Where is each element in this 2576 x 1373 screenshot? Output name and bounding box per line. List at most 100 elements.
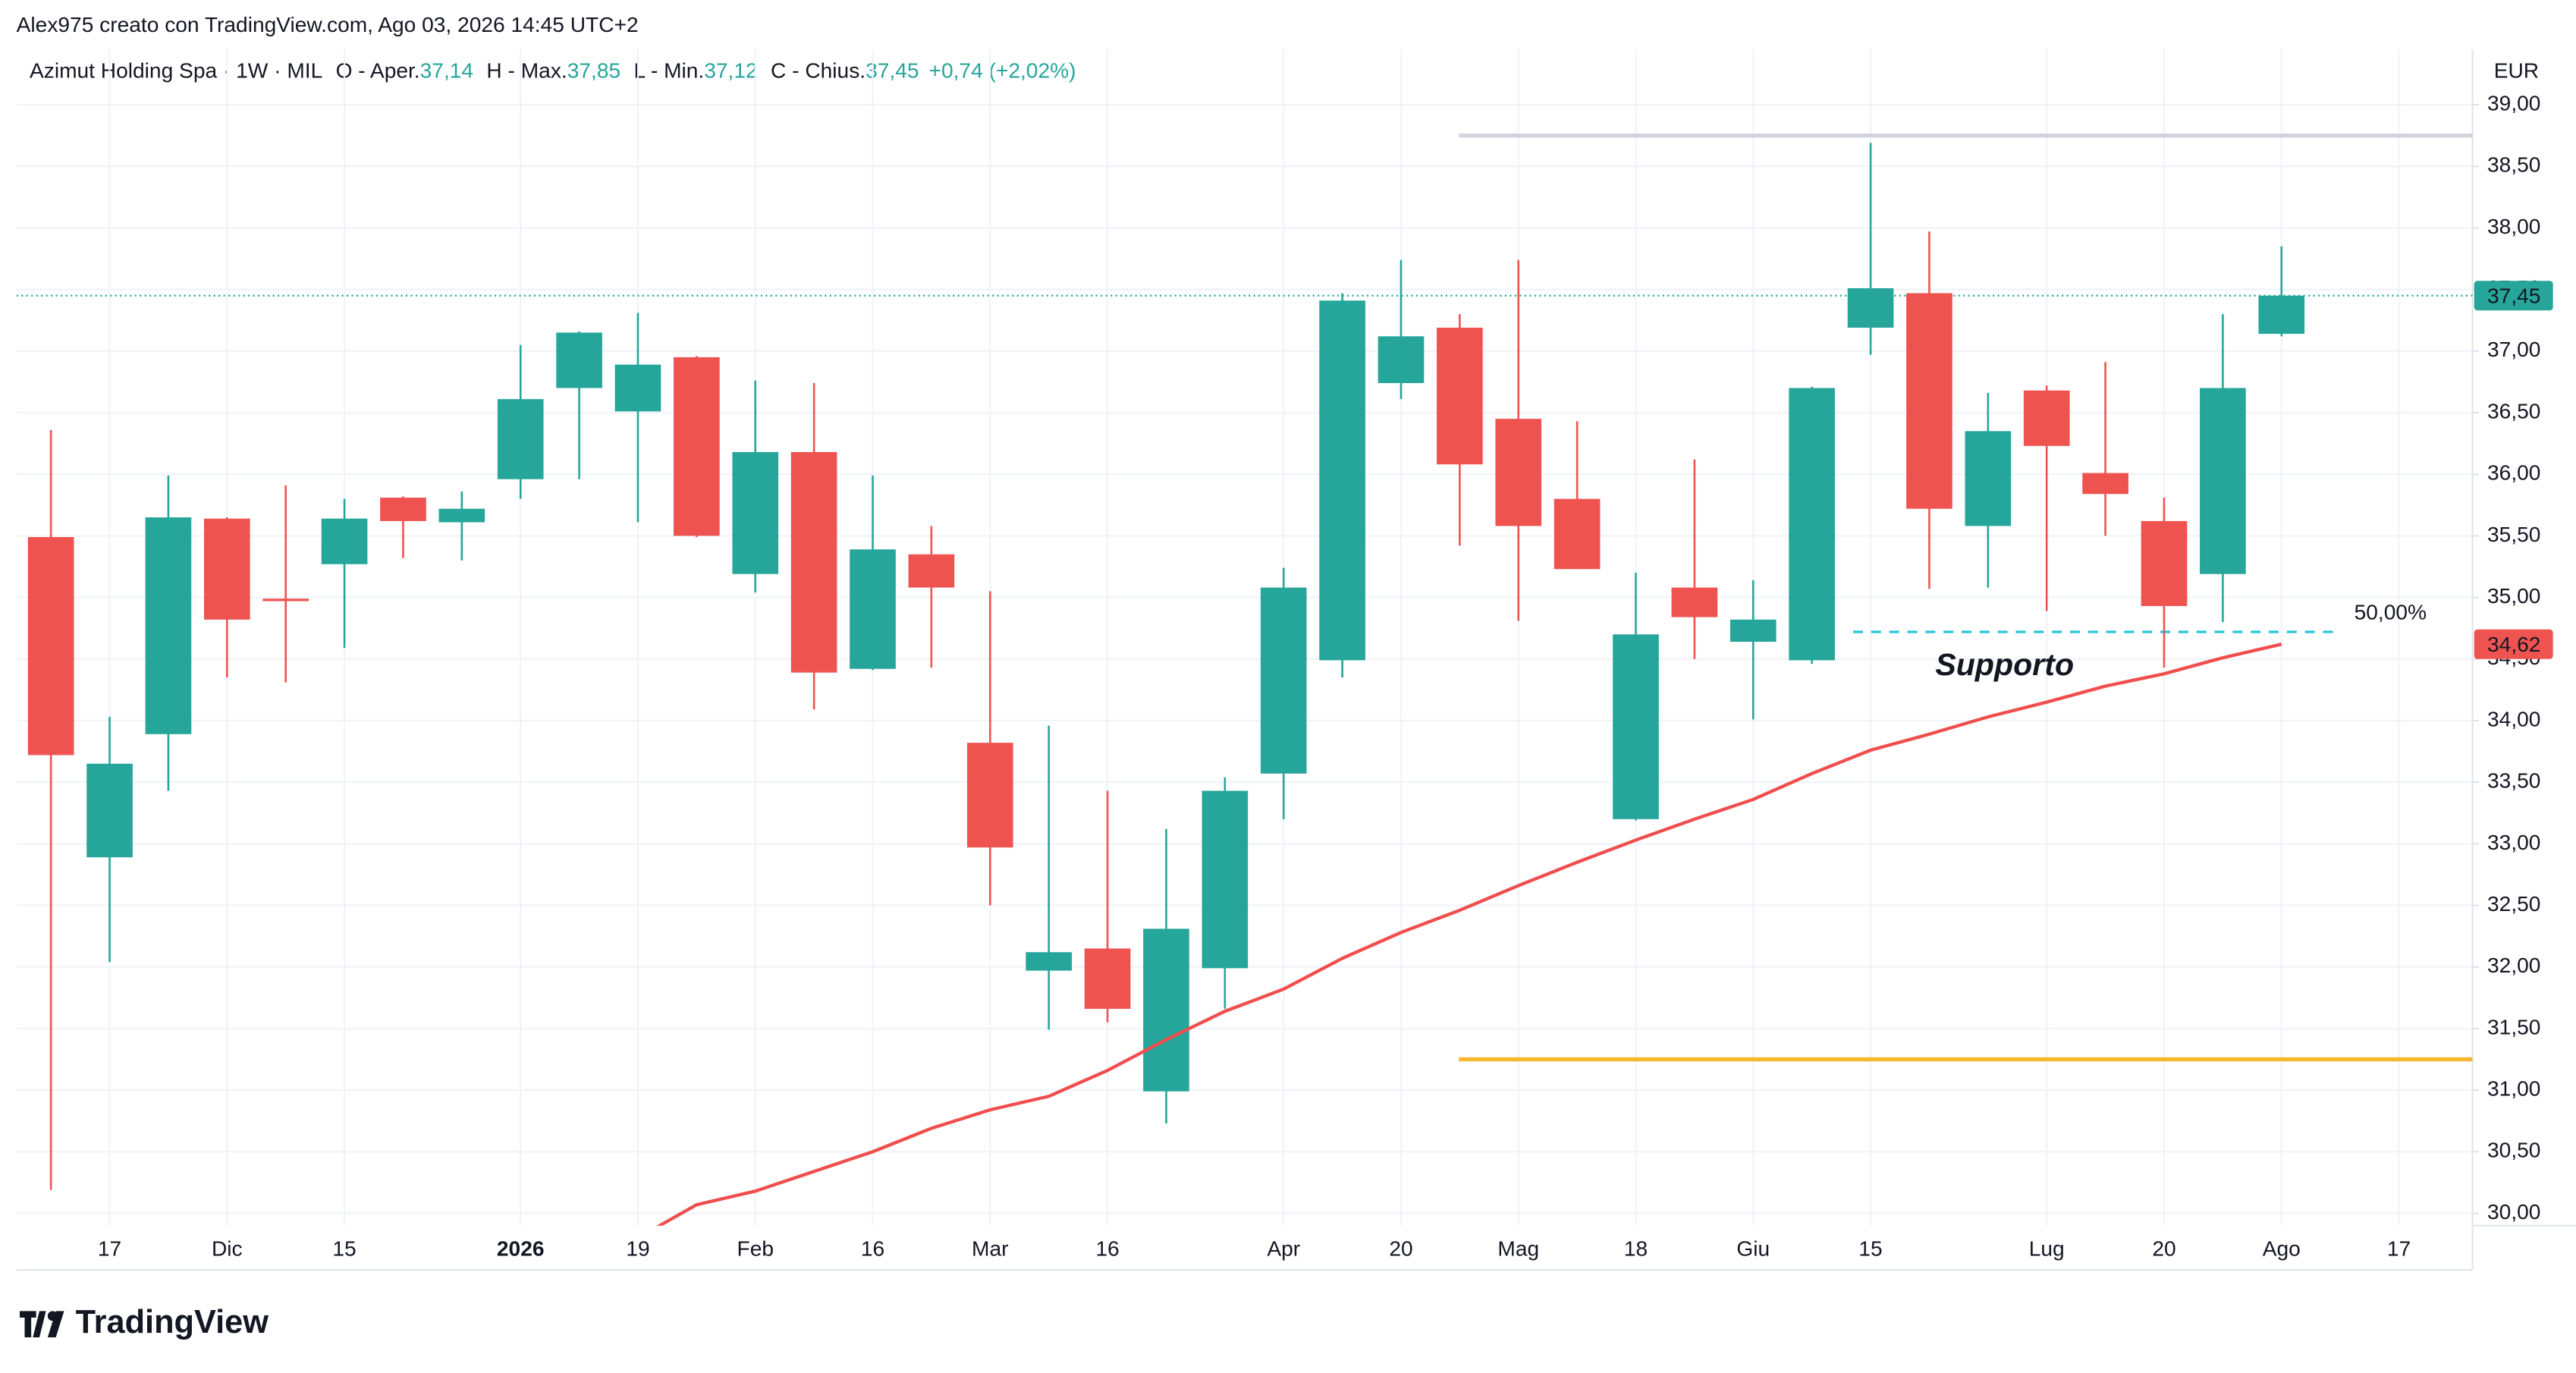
y-tick-label: 36,00 — [2487, 461, 2540, 485]
annotation: Supporto — [1935, 647, 2074, 682]
price-label: 37,45 — [2487, 284, 2540, 307]
x-tick-label: 18 — [1624, 1237, 1648, 1261]
candle-body — [2023, 390, 2070, 446]
x-tick-label: 16 — [1095, 1237, 1119, 1261]
price-label: 34,62 — [2487, 633, 2540, 656]
candle-body — [438, 508, 485, 523]
x-tick-label: Lug — [2029, 1237, 2065, 1261]
candle-body — [966, 743, 1013, 848]
x-tick-label: 20 — [1389, 1237, 1412, 1261]
grid — [16, 49, 2473, 1226]
candle-body — [1906, 293, 1952, 509]
y-tick-label: 33,00 — [2487, 831, 2540, 854]
candle-body — [790, 451, 837, 673]
x-tick-label: Feb — [737, 1237, 774, 1261]
currency: EUR — [2494, 59, 2539, 83]
candle-body — [2141, 520, 2188, 606]
candle-body — [27, 537, 74, 756]
candle-body — [1613, 634, 1659, 819]
fib-label: 50,00% — [2355, 601, 2427, 624]
candle-body — [321, 518, 368, 564]
x-tick-label: Dic — [212, 1237, 243, 1261]
legend: Azimut Holding Spa · 1W · MIL O - Aper.37… — [30, 59, 1076, 83]
price-label-bg — [2474, 281, 2553, 311]
legend-item-value: 37,12 — [704, 59, 757, 83]
x-tick-label: 17 — [2387, 1237, 2411, 1261]
candle-body — [1260, 587, 1307, 774]
candle-body — [1729, 619, 1776, 643]
candle-body — [614, 364, 661, 412]
x-tick-label: 15 — [1858, 1237, 1882, 1261]
x-tick-label: Ago — [2263, 1237, 2301, 1261]
x-tick-label: Apr — [1267, 1237, 1300, 1261]
logo: TradingView — [19, 1304, 269, 1340]
x-tick-label: 17 — [98, 1237, 121, 1261]
x-tick-label: 19 — [626, 1237, 649, 1261]
candle-body — [674, 357, 720, 536]
x-tick-label: 16 — [861, 1237, 884, 1261]
y-tick-label: 33,50 — [2487, 769, 2540, 793]
x-tick-label: Mag — [1497, 1237, 1539, 1261]
candle-body — [1847, 288, 1894, 328]
candle-body — [1437, 327, 1483, 465]
candle-body — [1143, 928, 1189, 1092]
y-tick-label: 39,00 — [2487, 91, 2540, 115]
plot: 50,00% Supporto — [16, 133, 2473, 1226]
y-tick-label: 38,00 — [2487, 215, 2540, 238]
y-tick-label: 32,00 — [2487, 954, 2540, 977]
legend-change: +0,74 (+2,02%) — [929, 59, 1076, 83]
legend-item-label: L - Min. — [633, 59, 704, 83]
price-label-bg — [2474, 629, 2553, 659]
candle-body — [1671, 587, 1718, 617]
candle-body — [1553, 498, 1601, 570]
x-tick-label: 20 — [2152, 1237, 2175, 1261]
x-tick-label: Mar — [972, 1237, 1008, 1261]
y-tick-label: 31,50 — [2487, 1015, 2540, 1038]
candle-body — [2200, 388, 2246, 574]
y-tick-label: 32,50 — [2487, 892, 2540, 916]
legend-item-label: O - Aper. — [336, 59, 420, 83]
legend-item-value: 37,45 — [865, 59, 919, 83]
legend-symbol: Azimut Holding Spa · 1W · MIL — [30, 59, 322, 83]
legend-item-value: 37,85 — [567, 59, 620, 83]
header: Alex975 creato con TradingView.com, Ago … — [17, 13, 639, 36]
logo-icon — [19, 1311, 46, 1337]
y-tick-label: 31,00 — [2487, 1077, 2540, 1101]
x-tick-label: 2026 — [497, 1237, 545, 1261]
candle-body — [145, 517, 192, 734]
axes: 30,00 30,50 31,00 31,50 32,00 32,50 33,00 33,50… — [98, 59, 2553, 1261]
y-tick-label: 30,00 — [2487, 1200, 2540, 1224]
y-tick-label: 30,50 — [2487, 1139, 2540, 1162]
legend-item-label: C - Chius. — [771, 59, 865, 83]
x-tick-label: 15 — [332, 1237, 356, 1261]
x-tick-label: Giu — [1736, 1237, 1770, 1261]
candle-body — [1319, 300, 1365, 661]
y-tick-label: 35,50 — [2487, 523, 2540, 546]
candle-body — [262, 599, 309, 602]
candle-body — [1084, 948, 1131, 1009]
candle-body — [1202, 790, 1249, 969]
y-tick-label: 37,00 — [2487, 338, 2540, 361]
candle-body — [2258, 295, 2305, 335]
candle-body — [1026, 952, 1073, 971]
candle-body — [908, 554, 955, 588]
moving-average — [656, 643, 2282, 1226]
y-tick-label: 38,50 — [2487, 153, 2540, 177]
legend-item-label: H - Max. — [486, 59, 567, 83]
legend-text: Azimut Holding Spa · 1W · MIL O - Aper.37… — [30, 59, 1076, 83]
candle-body — [380, 498, 426, 521]
candle-body — [2082, 473, 2128, 495]
candle-body — [86, 763, 133, 858]
logo-icon-2 — [47, 1311, 64, 1337]
y-tick-label: 36,50 — [2487, 399, 2540, 423]
candle-body — [1789, 388, 1836, 661]
legend-item-value: 37,14 — [420, 59, 473, 83]
candle-body — [203, 518, 250, 620]
y-tick-label: 35,00 — [2487, 584, 2540, 608]
candle-body — [732, 451, 779, 574]
candle-body — [556, 332, 602, 388]
candle-body — [1965, 431, 2012, 526]
candle-body — [1495, 419, 1542, 526]
